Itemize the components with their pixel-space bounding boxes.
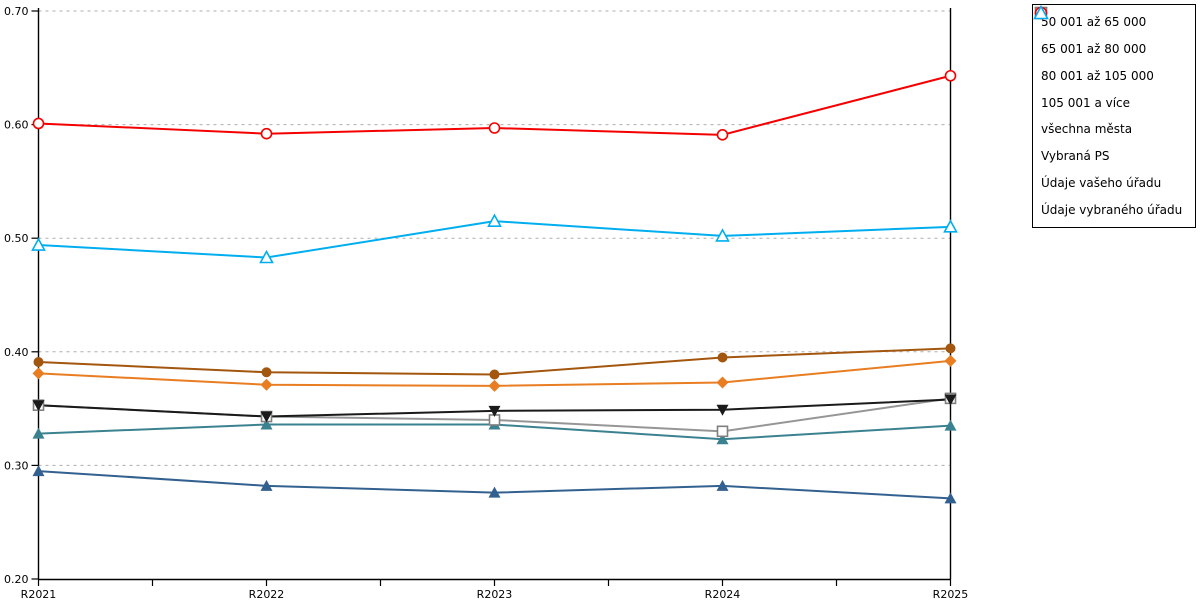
legend-label: 50 001 až 65 000 (1041, 15, 1147, 30)
series-marker (31, 237, 46, 251)
series-marker (944, 492, 957, 504)
legend-item: 50 001 až 65 000 (1034, 6, 1193, 34)
x-tick-label: R2025 (933, 588, 969, 600)
legend-item: Údaje vašeho úřadu (1034, 6, 1193, 195)
series-marker (260, 479, 273, 491)
series-marker (488, 405, 501, 417)
series-marker (943, 219, 958, 233)
series-marker (487, 213, 502, 227)
legend-label: 65 001 až 80 000 (1041, 42, 1147, 57)
legend-item: všechna města (1034, 7, 1193, 141)
y-tick-label: 0.20 (4, 573, 29, 586)
series-marker (716, 433, 729, 445)
legend-item: 65 001 až 80 000 (1035, 7, 1193, 61)
x-tick-label: R2022 (249, 588, 285, 600)
legend-label: Údaje vašeho úřadu (1041, 175, 1162, 190)
legend-item: Vybraná PS (1034, 6, 1193, 168)
series-marker (488, 486, 501, 498)
y-tick-label: 0.70 (4, 5, 29, 18)
legend: 50 001 až 65 000 65 001 až 80 000 80 001 a… (1032, 4, 1196, 228)
series-marker (488, 122, 501, 134)
series-marker (945, 343, 956, 354)
series-marker (32, 465, 45, 477)
series-marker (944, 69, 957, 82)
series-marker (716, 425, 729, 438)
series-marker (488, 379, 501, 392)
series-marker (716, 376, 729, 389)
legend-item: 105 001 a více (1034, 6, 1193, 115)
series-marker (715, 228, 730, 242)
legend-label: 105 001 a více (1041, 95, 1131, 110)
series-marker (716, 479, 729, 491)
x-tick-label: R2024 (705, 588, 741, 600)
series-marker (32, 117, 45, 130)
series-marker (717, 352, 728, 363)
series-marker (261, 367, 272, 378)
series-marker (259, 249, 274, 264)
legend-item: Údaje vybraného úřadu (1033, 5, 1193, 222)
legend-item: 80 001 až 105 000 (1034, 6, 1193, 88)
series-marker (716, 404, 729, 416)
series-marker (944, 354, 957, 367)
y-tick-label: 0.50 (4, 232, 29, 245)
y-tick-label: 0.30 (4, 459, 29, 472)
series-marker (489, 369, 500, 380)
legend-label: 80 001 až 105 000 (1041, 68, 1154, 83)
y-tick-label: 0.60 (4, 119, 29, 132)
series-marker (716, 129, 729, 141)
x-tick-label: R2021 (21, 588, 57, 600)
series-marker (260, 378, 273, 391)
series-marker (1033, 5, 1049, 20)
legend-label: všechna města (1041, 122, 1133, 137)
series-marker (260, 127, 273, 140)
legend-label: Vybraná PS (1041, 149, 1110, 164)
series-marker (260, 418, 273, 430)
series-marker (32, 427, 45, 439)
series-marker (32, 367, 45, 380)
y-tick-label: 0.40 (4, 346, 29, 359)
series-marker (944, 394, 957, 406)
series-marker (32, 400, 45, 412)
triangle-up-legend-icon (1033, 5, 1049, 20)
series-marker (944, 419, 957, 431)
legend-label: Údaje vybraného úřadu (1041, 202, 1183, 217)
x-tick-label: R2023 (477, 588, 513, 600)
series-marker (33, 357, 44, 368)
series-marker (260, 411, 273, 423)
